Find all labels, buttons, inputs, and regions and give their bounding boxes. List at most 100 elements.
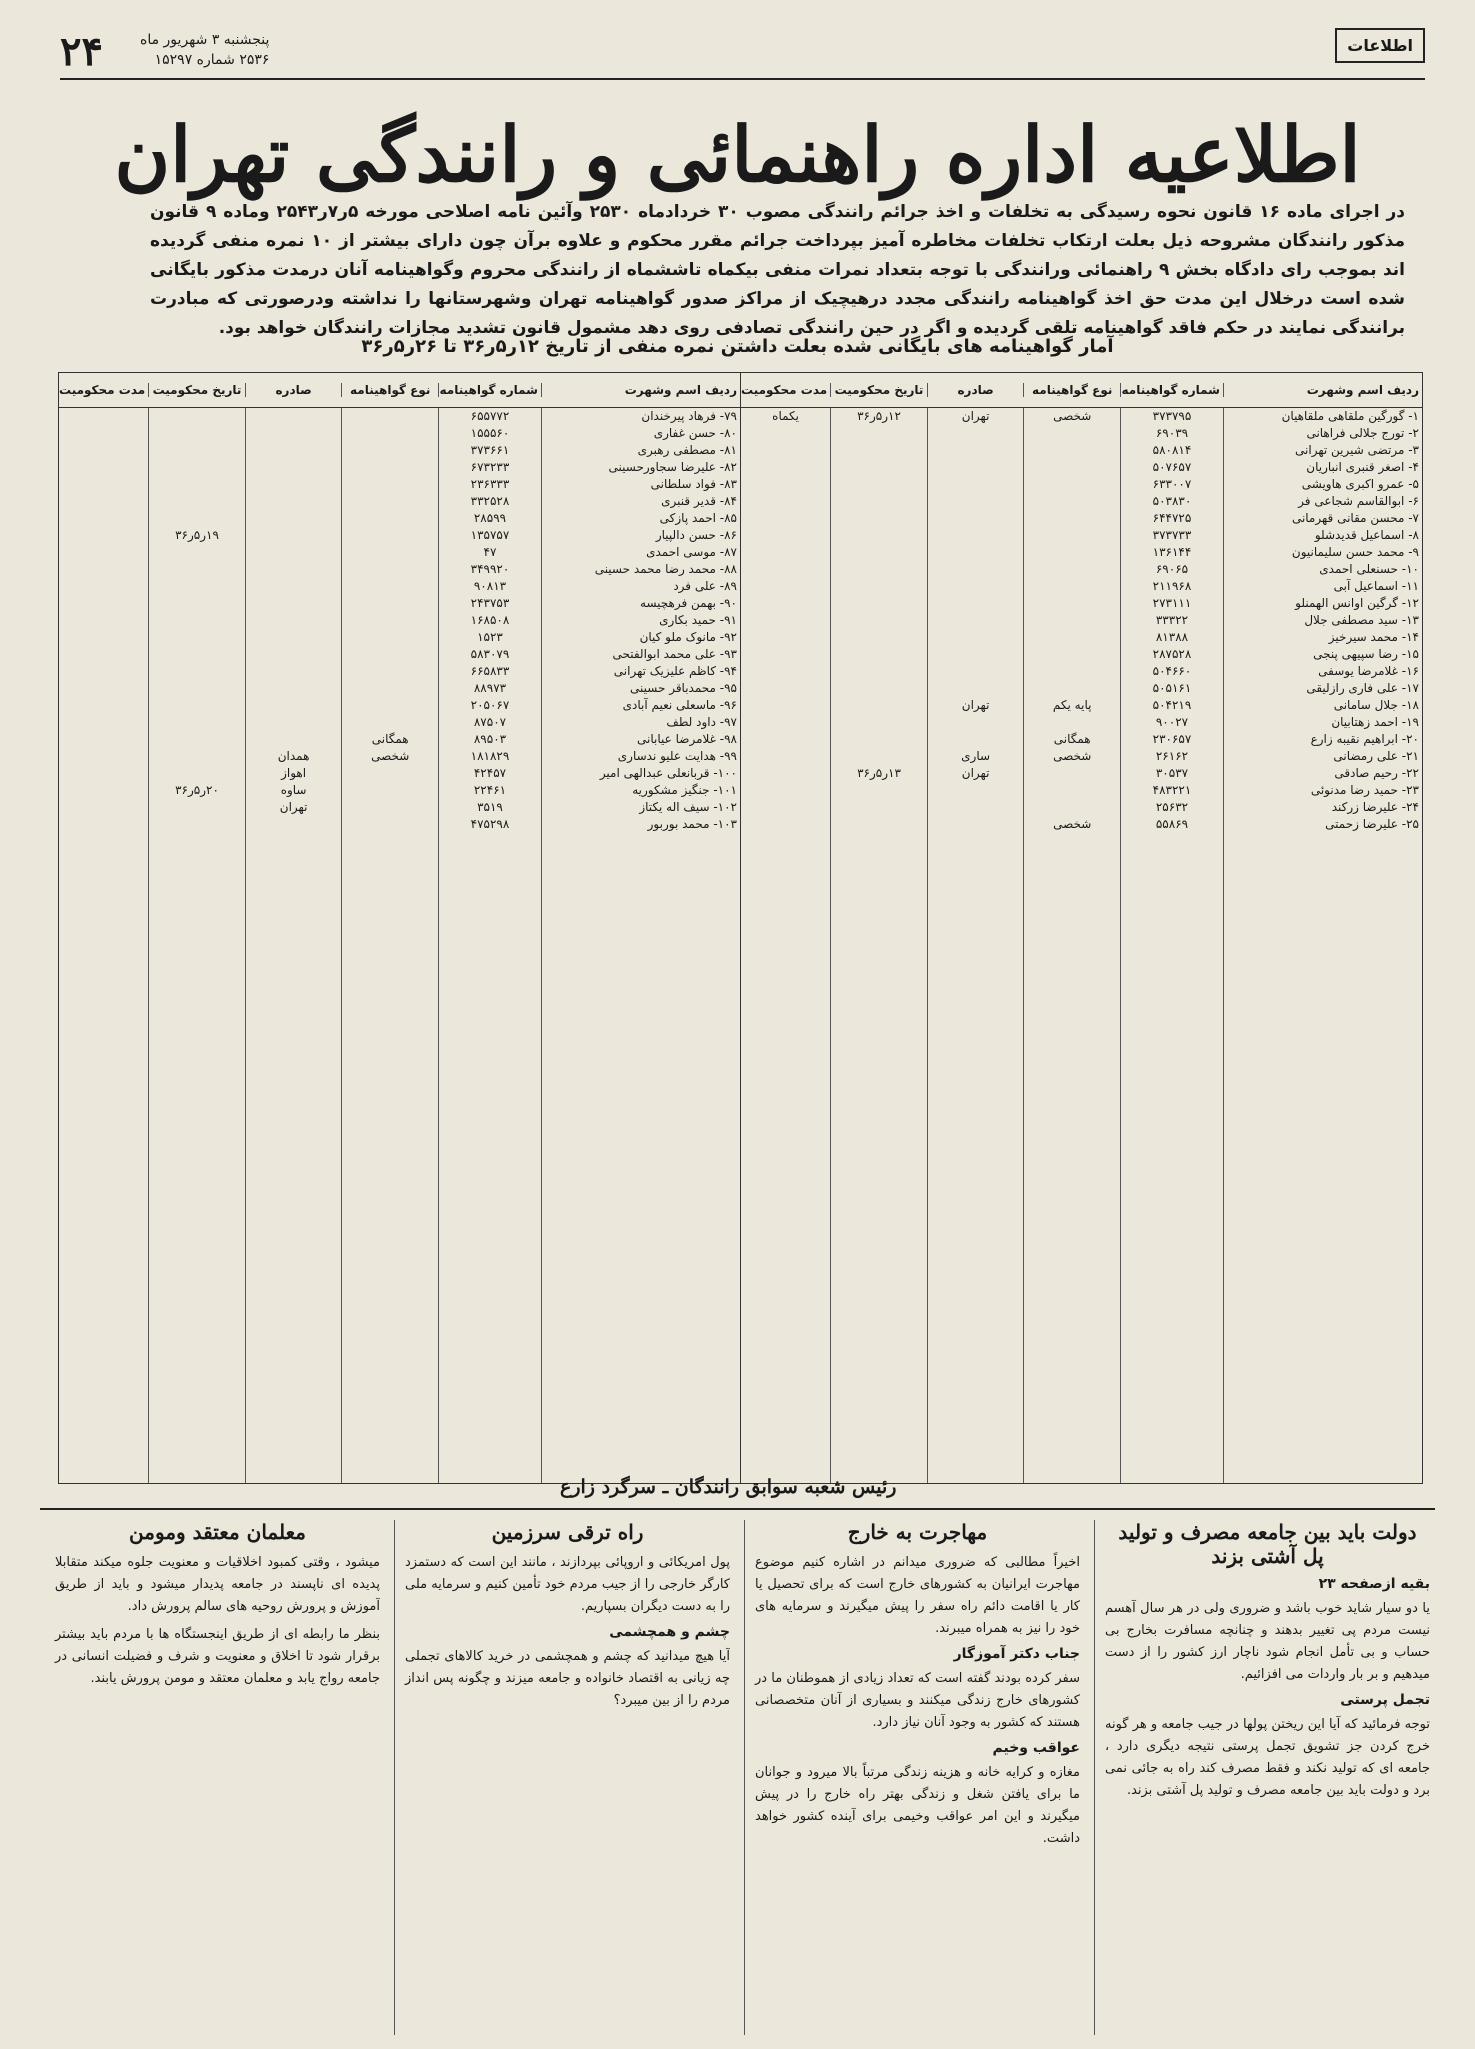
table-row: ۱۰۲- سیف اله یکتاز ۳۵۱۹ تهران — [59, 799, 740, 816]
article-paragraph: سفر کرده بودند گفته است که تعداد زیادی ا… — [755, 1671, 1080, 1730]
table-cell — [1023, 714, 1120, 731]
article-title: معلمان معتقد ومومن — [129, 1520, 306, 1544]
table-cell: ۴۸۳۲۲۱ — [1119, 782, 1223, 799]
table-cell: ۸۱۳۸۸ — [1119, 629, 1223, 646]
table-cell: تهران — [926, 765, 1024, 782]
table-cell: ۶۹۰۶۵ — [1119, 561, 1223, 578]
table-cell — [926, 782, 1024, 799]
articles: دولت باید بین جامعه مصرف و تولید پل آشتی… — [45, 1520, 1430, 2035]
table-row: ۹۵- محمدباقر حسینی ۸۸۹۷۳ — [59, 680, 740, 697]
table-cell — [926, 680, 1024, 697]
article-paragraph: پول امریکائی و اروپائی بپردازند ، مانند … — [405, 1555, 730, 1614]
table-cell — [341, 714, 438, 731]
table-cell: ۹۶- ماسعلی نعیم آبادی — [540, 697, 740, 714]
table-cell — [244, 714, 342, 731]
column-rule — [926, 833, 1024, 1483]
table-cell — [830, 595, 927, 612]
table-cell — [148, 646, 245, 663]
table-cell — [148, 408, 245, 425]
table-cell — [148, 476, 245, 493]
table-cell: ۳۵۱۹ — [437, 799, 541, 816]
table-cell: ۱۷- علی فاری رازلیقی — [1222, 680, 1422, 697]
table-cell — [1023, 459, 1120, 476]
table-cell: ۸۵- احمد پازکی — [540, 510, 740, 527]
table-cell — [341, 408, 438, 425]
column-header: شماره گواهینامه — [1119, 383, 1223, 397]
table-cell: ۸۳- فواد سلطانی — [540, 476, 740, 493]
table-cell — [341, 459, 438, 476]
table-row: ۹۰- بهمن فرهچیسه ۲۴۳۷۵۳ — [59, 595, 740, 612]
table-cell — [1023, 578, 1120, 595]
table-cell: ۱۳ر۵ر۳۶ — [830, 765, 927, 782]
table-header: ردیف اسم وشهرت شماره گواهینامه نوع گواهینا… — [59, 373, 740, 408]
table-cell: ۳۷۳۷۳۳ — [1119, 527, 1223, 544]
table-cell — [148, 578, 245, 595]
table-cell: ۹۷- داود لطف — [540, 714, 740, 731]
table-cell: ۹۸- غلامرضا عیابانی — [540, 731, 740, 748]
table-cell: ۸۲- علیرضا سجاورحسینی — [540, 459, 740, 476]
table-cell — [926, 731, 1024, 748]
table-cell — [741, 510, 830, 527]
table-cell: ۱۴- محمد سیرخیز — [1222, 629, 1422, 646]
table-cell: تهران — [926, 697, 1024, 714]
table-cell: ۳- مرتضی شیرین تهرانی — [1222, 442, 1422, 459]
table-cell — [1023, 476, 1120, 493]
table-cell — [830, 646, 927, 663]
table-cell: ۱۰۳- محمد بوربور — [540, 816, 740, 833]
table-cell — [148, 595, 245, 612]
table-cell: ۳۳۳۲۲ — [1119, 612, 1223, 629]
table-cell — [741, 493, 830, 510]
table-cell — [1023, 799, 1120, 816]
table-cell — [244, 816, 342, 833]
table-cell: ساری — [926, 748, 1024, 765]
table-cell: ۸۹۵۰۳ — [437, 731, 541, 748]
divider — [40, 1508, 1435, 1510]
table-row: ۳- مرتضی شیرین تهرانی ۵۸۰۸۱۴ — [741, 442, 1422, 459]
table-row: ۸۶- حسن دالپیار ۱۳۵۷۵۷ ۱۹ر۵ر۳۶ — [59, 527, 740, 544]
column-rule — [437, 833, 541, 1483]
table-cell — [244, 697, 342, 714]
table-cell: ۷- محسن مقانی قهرمانی — [1222, 510, 1422, 527]
table-row: ۸۰- حسن غفاری ۱۵۵۵۶۰ — [59, 425, 740, 442]
table-row: ۸۵- احمد پازکی ۲۸۵۹۹ — [59, 510, 740, 527]
article-title: مهاجرت به خارج — [847, 1520, 988, 1544]
table-cell: ۳۴۹۹۲۰ — [437, 561, 541, 578]
table-row: ۱۰- حسنعلی احمدی ۶۹۰۶۵ — [741, 561, 1422, 578]
table-cell: ۶۹۰۳۹ — [1119, 425, 1223, 442]
column-rule — [1119, 833, 1223, 1483]
table-cell — [244, 595, 342, 612]
table-cell — [244, 544, 342, 561]
table-cell — [59, 544, 148, 561]
table-cell: اهواز — [244, 765, 342, 782]
table-filler — [741, 833, 1422, 1483]
table-cell: همگانی — [1023, 731, 1120, 748]
table-cell: ۷۹- فرهاد پیرخندان — [540, 408, 740, 425]
article-paragraph: میشود ، وقتی کمبود اخلاقیات و معنویت جلو… — [55, 1555, 380, 1614]
table-cell — [830, 680, 927, 697]
table-cell: ۲۴- علیرضا زرکند — [1222, 799, 1422, 816]
table-cell: ۱۰۲- سیف اله یکتاز — [540, 799, 740, 816]
column-header: ردیف اسم وشهرت — [540, 383, 740, 397]
table-cell: ۸۸- محمد رضا محمد حسینی — [540, 561, 740, 578]
table-cell: ۹۰۰۲۷ — [1119, 714, 1223, 731]
column-rule — [148, 833, 245, 1483]
table-row: ۹۳- علی محمد ابوالفتحی ۵۸۳۰۷۹ — [59, 646, 740, 663]
date-line: پنجشنبه ۳ شهریور ماه — [140, 32, 270, 48]
table-cell: ۱۳۶۱۴۴ — [1119, 544, 1223, 561]
table-row: ۹۶- ماسعلی نعیم آبادی ۲۰۵۰۶۷ — [59, 697, 740, 714]
table-cell: ۶۶۵۸۳۳ — [437, 663, 541, 680]
column-header: نوع گواهینامه — [341, 383, 438, 397]
table-cell: ۵۸۳۰۷۹ — [437, 646, 541, 663]
table-cell: ۲۳- حمید رضا مدنوئی — [1222, 782, 1422, 799]
table-cell: ۲۳۰۶۵۷ — [1119, 731, 1223, 748]
table-cell — [830, 748, 927, 765]
table-row: ۹۴- کاظم علیزیک تهرانی ۶۶۵۸۳۳ — [59, 663, 740, 680]
table-cell — [148, 697, 245, 714]
table-cell: ۴۲۴۵۷ — [437, 765, 541, 782]
table-row: ۸۸- محمد رضا محمد حسینی ۳۴۹۹۲۰ — [59, 561, 740, 578]
table-cell: ۲۴۳۷۵۳ — [437, 595, 541, 612]
table-cell: ۳۰۵۳۷ — [1119, 765, 1223, 782]
table-cell — [244, 442, 342, 459]
table-cell — [148, 799, 245, 816]
table-cell — [148, 425, 245, 442]
